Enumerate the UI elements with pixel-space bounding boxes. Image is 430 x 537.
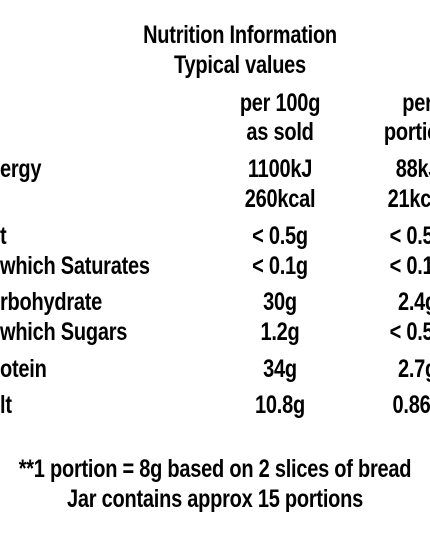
energy-kcal-per-100g: 260kcal <box>244 185 316 213</box>
nutrition-title: Nutrition Information <box>143 21 337 49</box>
column-header-as-sold: as sold <box>246 118 314 146</box>
column-header-per-100g: per 100g <box>239 89 321 117</box>
column-header-per: per <box>402 89 430 117</box>
row-label-energy: ergy <box>0 155 42 183</box>
fat-per-portion: < 0.5g <box>389 222 430 250</box>
row-label-saturates: which Saturates <box>0 252 150 280</box>
salt-per-100g: 10.8g <box>255 391 305 419</box>
protein-per-100g: 34g <box>263 355 297 383</box>
column-header-portion: portion <box>383 118 430 146</box>
protein-per-portion: 2.7g <box>397 355 430 383</box>
energy-kj-per-portion: 88kJ <box>395 155 430 183</box>
row-label-carbohydrate: rbohydrate <box>0 288 103 316</box>
saturates-per-100g: < 0.1g <box>252 252 308 280</box>
sugars-per-portion: < 0.5g <box>389 318 430 346</box>
jar-portions-note: Jar contains approx 15 portions <box>67 485 363 513</box>
salt-per-portion: 0.86g <box>392 391 430 419</box>
sugars-per-100g: 1.2g <box>260 318 300 346</box>
energy-kj-per-100g: 1100kJ <box>247 155 313 183</box>
energy-kcal-per-portion: 21kcal <box>387 185 430 213</box>
row-label-sugars: which Sugars <box>0 318 128 346</box>
fat-per-100g: < 0.5g <box>252 222 308 250</box>
carbohydrate-per-portion: 2.4g <box>397 288 430 316</box>
saturates-per-portion: < 0.1g <box>389 252 430 280</box>
nutrition-subtitle: Typical values <box>174 51 306 79</box>
portion-footnote: **1 portion = 8g based on 2 slices of br… <box>18 455 412 483</box>
row-label-protein: otein <box>0 355 47 383</box>
carbohydrate-per-100g: 30g <box>263 288 297 316</box>
row-label-salt: lt <box>0 391 12 419</box>
row-label-fat: t <box>0 222 7 250</box>
